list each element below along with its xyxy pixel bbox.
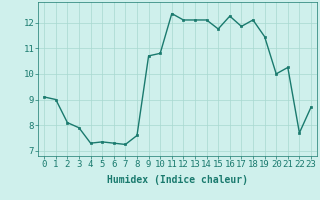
X-axis label: Humidex (Indice chaleur): Humidex (Indice chaleur): [107, 175, 248, 185]
